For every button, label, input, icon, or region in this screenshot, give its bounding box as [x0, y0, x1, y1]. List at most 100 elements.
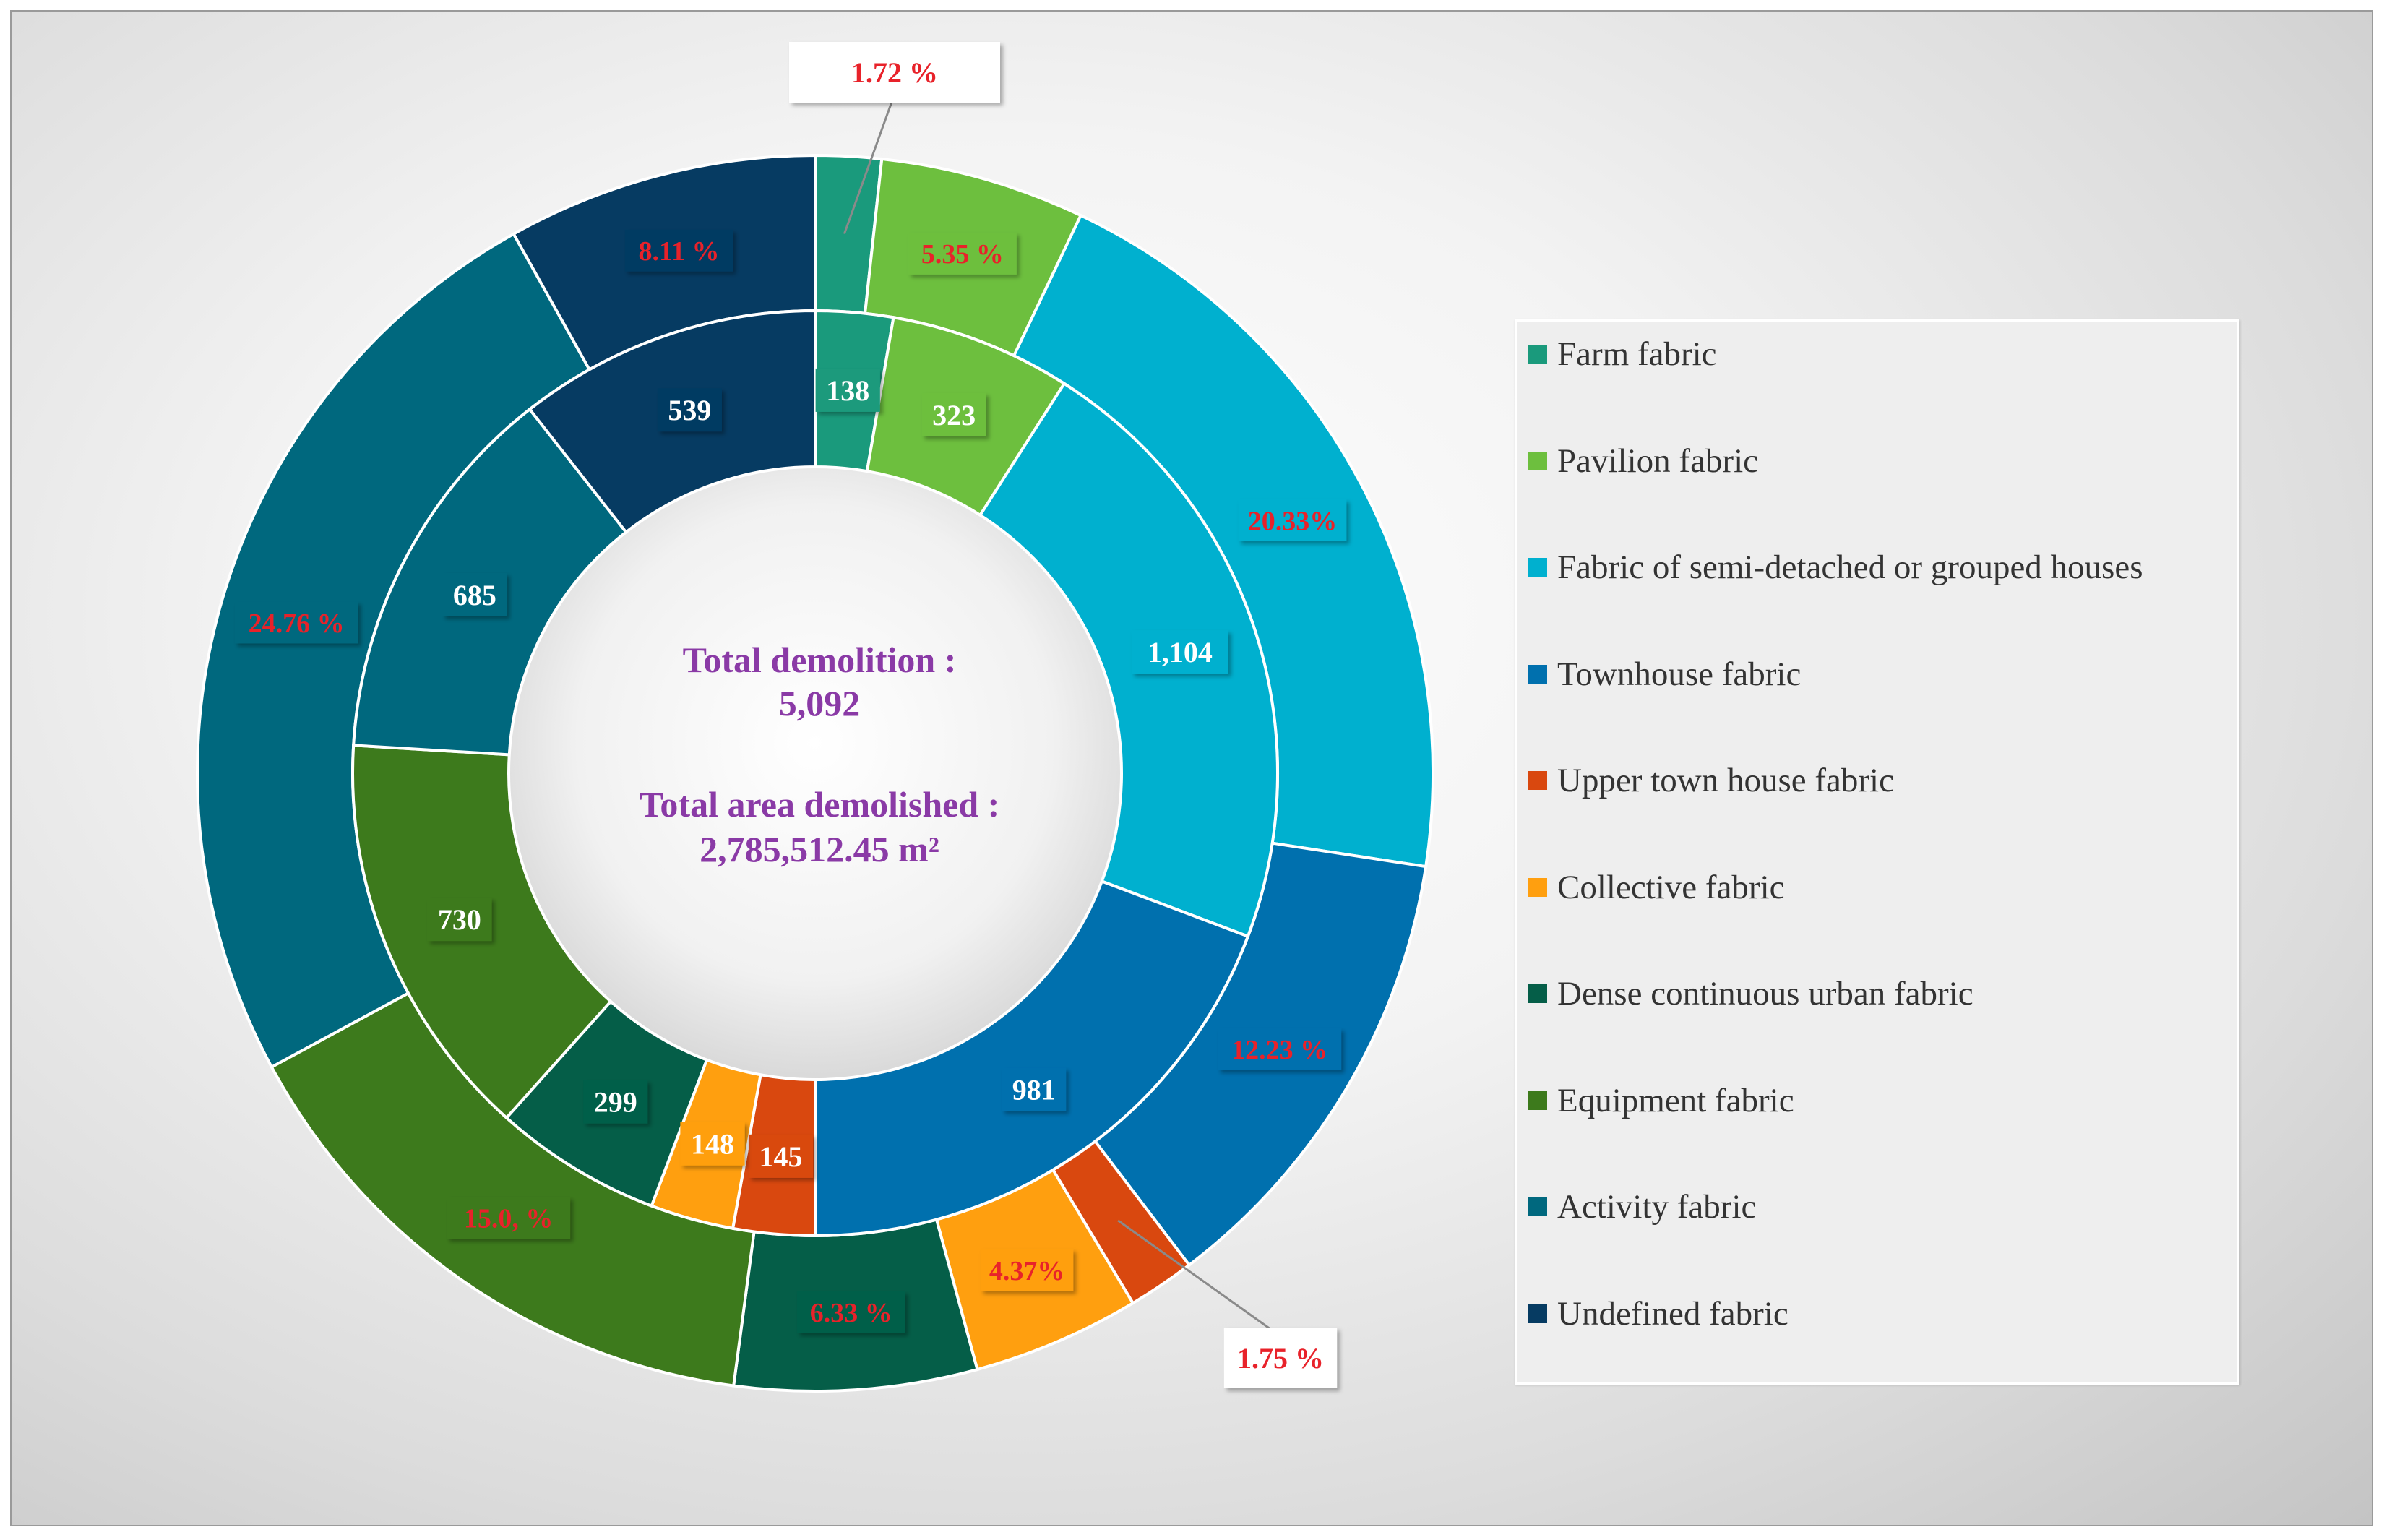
- legend-label-townhouse-fabric: Townhouse fabric: [1557, 655, 1802, 693]
- inner-label-farm-fabric: 138: [826, 374, 869, 407]
- legend-label-fabric-of-semi-detached-or-grouped-houses: Fabric of semi-detached or grouped house…: [1557, 549, 2143, 586]
- outer-label-dense-continuous-urban-fabric-box: 6.33 %: [796, 1291, 905, 1333]
- legend-label-pavilion-fabric: Pavilion fabric: [1557, 442, 1759, 480]
- outer-label-townhouse-fabric: 12.23 %: [1231, 1035, 1327, 1065]
- inner-label-upper-town-house-fabric-bg: [748, 1134, 814, 1178]
- outer-label-farm-fabric-box: 1.72 %: [789, 42, 1000, 103]
- total-demolition-label: Total demolition :: [683, 640, 957, 680]
- inner-label-townhouse-fabric-box: 981: [1002, 1067, 1067, 1111]
- inner-label-dense-continuous-urban-fabric: 299: [594, 1086, 637, 1119]
- center-text: Total demolition : 5,092 Total area demo…: [640, 640, 1000, 869]
- leader-lines: [843, 93, 1281, 1338]
- legend-item-collective-fabric: Collective fabric: [1528, 866, 1785, 909]
- inner-slice-fabric-of-semi-detached-or-grouped-houses: [978, 382, 1279, 939]
- legend-label-farm-fabric: Farm fabric: [1557, 335, 1717, 373]
- inner-label-pavilion-fabric: 323: [932, 399, 976, 431]
- outer-label-activity-fabric-box: 24.76 %: [234, 601, 358, 644]
- outer-label-equipment-fabric-box: 15.0, %: [447, 1197, 571, 1239]
- inner-label-activity-fabric-bg: [442, 572, 507, 616]
- inner-label-collective-fabric-box: 148: [680, 1122, 745, 1166]
- legend: Farm fabric Pavilion fabric Fabric of semi…: [1515, 319, 2239, 1385]
- inner-label-activity-fabric-box: 685: [442, 572, 507, 616]
- legend-item-fabric-of-semi-detached-or-grouped-houses: Fabric of semi-detached or grouped house…: [1528, 546, 2143, 589]
- outer-label-pavilion-fabric: 5.35 %: [921, 239, 1004, 270]
- inner-label-fabric-of-semi-detached-or-grouped-houses-box: 1,104: [1131, 630, 1228, 674]
- donut-hole: [510, 468, 1120, 1078]
- outer-label-upper-town-house-fabric-bg: [1223, 1328, 1338, 1388]
- legend-item-townhouse-fabric: Townhouse fabric: [1528, 653, 1801, 696]
- inner-label-upper-town-house-fabric-box: 145: [748, 1134, 814, 1178]
- inner-label-dense-continuous-urban-fabric-bg: [583, 1080, 648, 1124]
- legend-label-activity-fabric: Activity fabric: [1557, 1188, 1757, 1226]
- outer-label-equipment-fabric: 15.0, %: [464, 1204, 554, 1234]
- legend-item-pavilion-fabric: Pavilion fabric: [1528, 439, 1758, 483]
- legend-swatch-pavilion-fabric: [1528, 451, 1547, 470]
- outer-label-activity-fabric: 24.76 %: [249, 608, 345, 639]
- legend-label-collective-fabric: Collective fabric: [1557, 868, 1785, 906]
- inner-label-equipment-fabric: 730: [438, 903, 481, 936]
- legend-swatch-townhouse-fabric: [1528, 664, 1547, 684]
- outer-label-fabric-of-semi-detached-or-grouped-houses-bg: [1238, 499, 1347, 541]
- outer-label-equipment-fabric-bg: [447, 1197, 571, 1239]
- inner-label-townhouse-fabric-bg: [1002, 1067, 1067, 1111]
- legend-swatch-collective-fabric: [1528, 877, 1547, 897]
- outer-label-fabric-of-semi-detached-or-grouped-houses-box: 20.33%: [1238, 499, 1347, 541]
- inner-label-fabric-of-semi-detached-or-grouped-houses: 1,104: [1148, 636, 1213, 668]
- total-area-value: 2,785,512.45 m²: [700, 829, 939, 869]
- inner-label-undefined-fabric: 539: [668, 394, 711, 426]
- legend-swatch-fabric-of-semi-detached-or-grouped-houses: [1528, 558, 1547, 577]
- total-demolition-value: 5,092: [779, 683, 861, 723]
- outer-label-upper-town-house-fabric: 1.75 %: [1237, 1342, 1324, 1375]
- legend-swatch-undefined-fabric: [1528, 1304, 1547, 1323]
- legend-swatch-farm-fabric: [1528, 345, 1547, 364]
- legend-item-undefined-fabric: Undefined fabric: [1528, 1292, 1788, 1335]
- legend-swatch-activity-fabric: [1528, 1197, 1547, 1216]
- legend-item-upper-town-house-fabric: Upper town house fabric: [1528, 759, 1894, 802]
- inner-label-dense-continuous-urban-fabric-box: 299: [583, 1080, 648, 1124]
- legend-swatch-equipment-fabric: [1528, 1091, 1547, 1110]
- legend-label-undefined-fabric: Undefined fabric: [1557, 1294, 1788, 1333]
- inner-label-collective-fabric-bg: [680, 1122, 745, 1166]
- inner-label-upper-town-house-fabric: 145: [759, 1140, 802, 1173]
- outer-label-activity-fabric-bg: [234, 601, 358, 644]
- inner-slice-townhouse-fabric: [814, 879, 1250, 1238]
- outer-label-undefined-fabric-box: 8.11 %: [624, 229, 733, 272]
- legend-label-dense-continuous-urban-fabric: Dense continuous urban fabric: [1557, 975, 1973, 1012]
- legend-swatch-upper-town-house-fabric: [1528, 771, 1547, 790]
- outer-label-upper-town-house-fabric-box: 1.75 %: [1223, 1328, 1338, 1388]
- inner-label-activity-fabric: 685: [453, 579, 496, 611]
- outer-label-townhouse-fabric-box: 12.23 %: [1218, 1028, 1342, 1070]
- total-area-label: Total area demolished :: [640, 784, 1000, 825]
- outer-label-dense-continuous-urban-fabric-bg: [796, 1291, 905, 1333]
- inner-label-farm-fabric-bg: [815, 368, 880, 412]
- inner-label-farm-fabric-box: 138: [815, 368, 880, 412]
- outer-label-collective-fabric-box: 4.37%: [980, 1249, 1074, 1291]
- outer-label-pavilion-fabric-box: 5.35 %: [908, 232, 1017, 275]
- outer-label-farm-fabric: 1.72 %: [851, 56, 938, 89]
- outer-label-pavilion-fabric-bg: [908, 232, 1017, 275]
- outer-label-undefined-fabric-bg: [624, 229, 733, 272]
- legend-label-equipment-fabric: Equipment fabric: [1557, 1081, 1794, 1119]
- legend-label-upper-town-house-fabric: Upper town house fabric: [1557, 762, 1894, 799]
- inner-label-pavilion-fabric-box: 323: [921, 392, 986, 436]
- inner-labels: 138 323 1,104 981 145 148 299 730 685 539: [427, 368, 1228, 1178]
- outer-label-dense-continuous-urban-fabric: 6.33 %: [810, 1298, 892, 1328]
- outer-label-undefined-fabric: 8.11 %: [639, 236, 720, 267]
- leader-line-farm-fabric: [843, 93, 896, 235]
- inner-label-fabric-of-semi-detached-or-grouped-houses-bg: [1131, 630, 1228, 674]
- legend-item-dense-continuous-urban-fabric: Dense continuous urban fabric: [1528, 972, 1973, 1015]
- outer-label-townhouse-fabric-bg: [1218, 1028, 1342, 1070]
- legend-item-equipment-fabric: Equipment fabric: [1528, 1079, 1794, 1122]
- legend-swatch-dense-continuous-urban-fabric: [1528, 984, 1547, 1003]
- legend-item-farm-fabric: Farm fabric: [1528, 332, 1717, 376]
- inner-label-pavilion-fabric-bg: [921, 392, 986, 436]
- leader-line-upper-town-house-fabric: [1117, 1219, 1281, 1338]
- inner-label-townhouse-fabric: 981: [1012, 1073, 1056, 1106]
- outer-label-collective-fabric-bg: [980, 1249, 1074, 1291]
- inner-label-undefined-fabric-box: 539: [657, 388, 722, 432]
- outer-label-fabric-of-semi-detached-or-grouped-houses: 20.33%: [1248, 506, 1338, 536]
- inner-label-equipment-fabric-bg: [427, 898, 492, 942]
- outer-label-farm-fabric-bg: [789, 42, 1000, 103]
- legend-item-activity-fabric: Activity fabric: [1528, 1185, 1756, 1229]
